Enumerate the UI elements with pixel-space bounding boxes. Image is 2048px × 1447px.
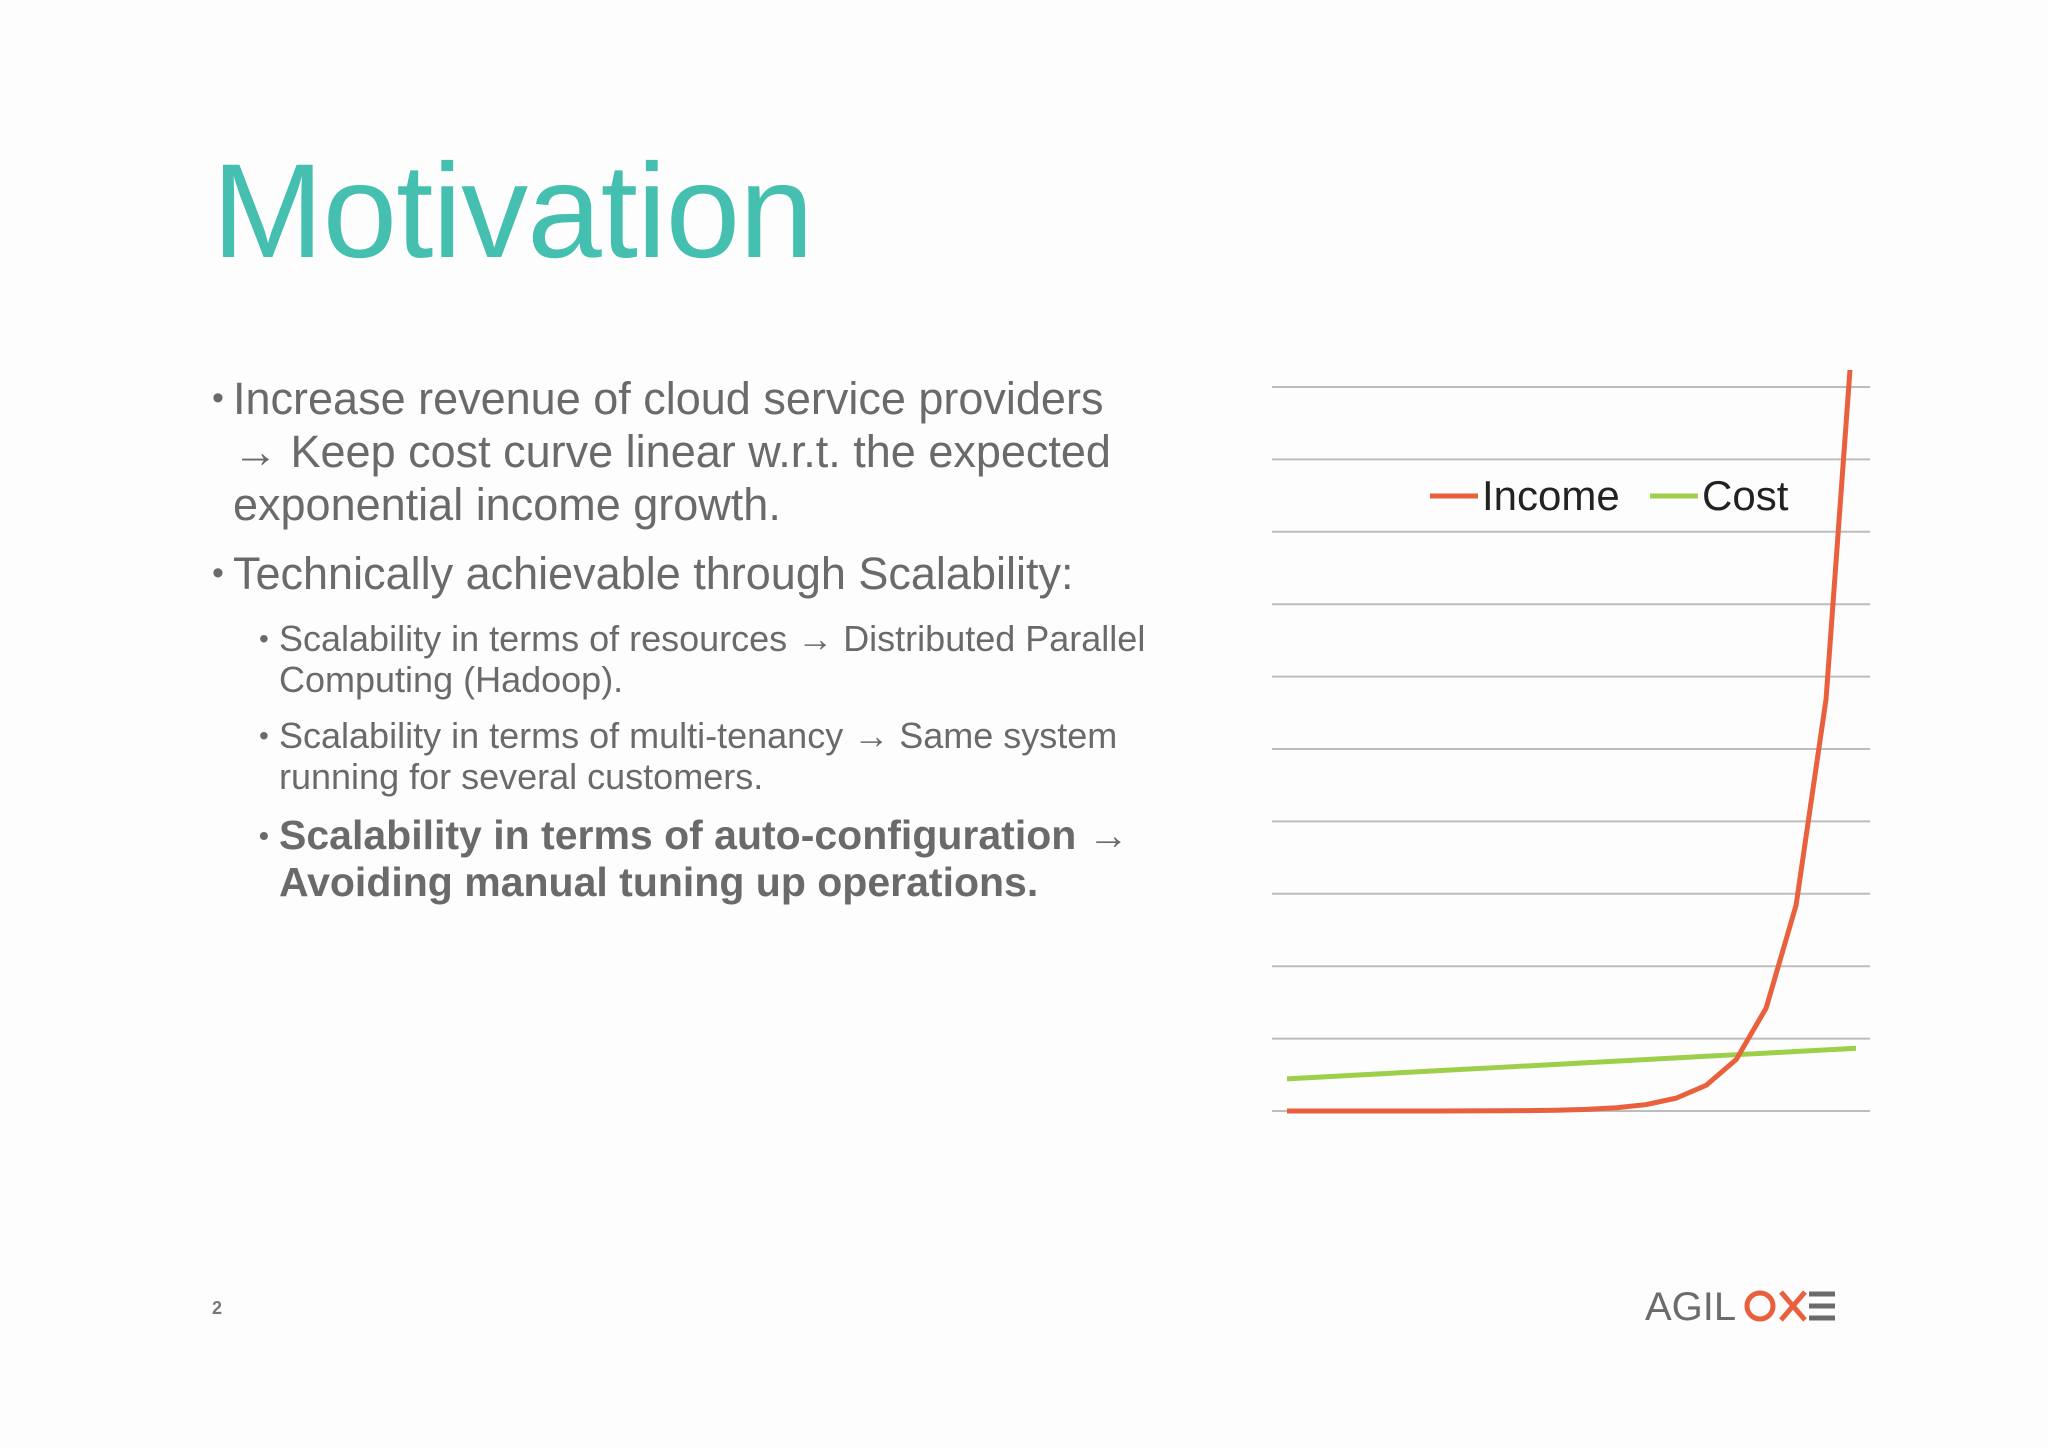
legend-label-cost: Cost bbox=[1702, 472, 1789, 519]
bullet-line: running for several customers. bbox=[279, 756, 764, 797]
bullet-dot: • bbox=[259, 820, 269, 851]
bullet-dot: • bbox=[212, 379, 224, 417]
bullet-line: Avoiding manual tuning up operations. bbox=[279, 859, 1039, 905]
bullet-dot: • bbox=[212, 554, 224, 592]
bullet-item: • Increase revenue of cloud service prov… bbox=[212, 372, 1212, 531]
page-number: 2 bbox=[212, 1298, 223, 1318]
series-line-income bbox=[1286, 370, 1853, 1114]
bullet-line: Technically achievable through Scalabili… bbox=[233, 548, 1074, 599]
series-line-cost bbox=[1286, 1045, 1857, 1082]
bullet-line: Scalability in terms of multi-tenancy → … bbox=[279, 715, 1118, 756]
sub-bullet-item: • Scalability in terms of multi-tenancy … bbox=[259, 715, 1212, 797]
bullet-line: exponential income growth. bbox=[233, 479, 781, 530]
bullet-line: Scalability in terms of resources → Dist… bbox=[279, 618, 1146, 659]
sub-bullet-item: • Scalability in terms of resources → Di… bbox=[259, 618, 1212, 700]
sub-bullet-item-bold: • Scalability in terms of auto-configura… bbox=[259, 812, 1212, 906]
bullet-list: • Increase revenue of cloud service prov… bbox=[212, 372, 1212, 921]
bullet-line: → Keep cost curve linear w.r.t. the expe… bbox=[233, 426, 1111, 477]
income-cost-chart: Income Cost bbox=[1272, 370, 1870, 1114]
bullet-dot: • bbox=[259, 720, 269, 751]
bullet-dot: • bbox=[259, 623, 269, 654]
bullet-item: • Technically achievable through Scalabi… bbox=[212, 547, 1212, 600]
legend-label-income: Income bbox=[1482, 472, 1620, 519]
svg-text:AGIL: AGIL bbox=[1645, 1285, 1736, 1328]
agilone-logo: AGIL bbox=[1645, 1285, 1835, 1328]
slide-title: Motivation bbox=[212, 137, 814, 286]
bullet-line: Scalability in terms of auto-configurati… bbox=[279, 812, 1129, 858]
bullet-line: Increase revenue of cloud service provid… bbox=[233, 373, 1104, 424]
bullet-line: Computing (Hadoop). bbox=[279, 659, 624, 700]
